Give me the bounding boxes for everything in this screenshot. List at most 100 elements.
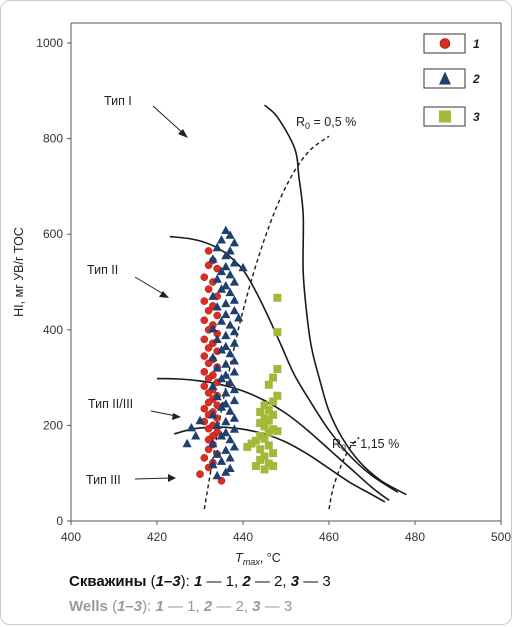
data-point-triangle — [208, 410, 218, 419]
data-point-triangle — [216, 373, 227, 383]
data-point-square — [260, 434, 269, 443]
x-axis-label-symbol: T — [235, 551, 244, 565]
data-point-triangle — [221, 341, 231, 351]
ro-label-05-sub: 0 — [305, 121, 310, 131]
x-ticks: 400 420 440 460 480 500 — [61, 521, 511, 544]
data-point-circle — [200, 368, 209, 376]
data-point-square — [269, 425, 278, 434]
data-point-triangle — [221, 467, 231, 476]
data-point-triangle — [221, 359, 231, 368]
data-point-triangle — [229, 258, 239, 267]
data-point-triangle — [216, 431, 227, 440]
data-point-square — [273, 391, 282, 400]
data-point-triangle — [221, 370, 231, 379]
data-point-triangle — [216, 402, 227, 411]
legend-triangle-marker — [439, 71, 451, 85]
data-point-triangle — [216, 266, 227, 276]
legend-circle-marker — [439, 38, 451, 49]
data-point-triangle — [212, 449, 222, 458]
data-point-triangle — [212, 334, 222, 343]
data-point-triangle — [208, 324, 218, 333]
series-well-2 — [182, 225, 248, 480]
data-point-square — [251, 436, 260, 445]
ro-label-115: R0 = 1,15 % — [332, 437, 399, 453]
data-point-square — [256, 445, 265, 454]
data-point-triangle — [208, 254, 218, 263]
type-label-2-3: Тип II/III — [88, 397, 133, 411]
data-point-circle — [204, 261, 213, 270]
arrow-type-3 — [134, 474, 176, 482]
data-point-square — [273, 364, 282, 373]
data-point-circle — [204, 344, 213, 352]
x-tick-label: 480 — [405, 530, 425, 544]
caption-en-value-3: — 3 — [260, 598, 293, 615]
y-tick-label: 800 — [43, 132, 63, 146]
caption-ru-range: 1–3 — [155, 573, 181, 590]
data-point-square — [269, 397, 278, 406]
data-point-square — [251, 462, 260, 471]
data-point-triangle — [229, 367, 239, 376]
data-point-triangle — [234, 313, 244, 322]
data-point-triangle — [208, 352, 218, 362]
data-point-triangle — [225, 348, 235, 358]
data-point-square — [264, 416, 273, 425]
legend-label-3: 3 — [473, 110, 480, 124]
data-point-triangle — [221, 281, 231, 290]
type-label-1: Тип I — [104, 94, 132, 108]
ro-label-05: R0 = 0,5 % — [296, 115, 356, 131]
x-tick-label: 440 — [233, 530, 253, 544]
data-point-circle — [204, 398, 213, 407]
x-tick-label: 500 — [491, 530, 511, 544]
data-point-triangle — [216, 345, 227, 354]
data-point-triangle — [221, 416, 231, 426]
data-point-circle — [200, 352, 209, 360]
caption-ru-word: Скважины — [69, 573, 147, 590]
arrow-type-2-3 — [150, 410, 181, 420]
data-point-circle — [200, 335, 209, 344]
caption-en-key-2: 2 — [203, 598, 213, 615]
legend-item-3: 3 — [423, 106, 480, 127]
data-point-triangle — [225, 270, 235, 279]
data-point-triangle — [229, 295, 239, 304]
data-point-triangle — [216, 284, 227, 293]
ro-lines — [203, 135, 360, 510]
data-point-circle — [200, 454, 209, 462]
legend: 1 2 3 — [423, 33, 480, 127]
data-point-triangle — [195, 415, 205, 425]
data-point-triangle — [212, 470, 222, 480]
data-point-triangle — [229, 395, 239, 405]
data-point-circle — [196, 470, 204, 478]
ro-line-05 — [203, 135, 330, 510]
caption-ru-value-1: — 1, — [202, 573, 243, 590]
caption-english: Wells (1–3): 1 — 1, 2 — 2, 3 — 3 — [69, 598, 292, 615]
data-point-triangle — [221, 399, 231, 408]
data-point-triangle — [212, 363, 222, 372]
data-point-square — [256, 431, 265, 440]
legend-item-1: 1 — [423, 33, 480, 54]
data-point-triangle — [212, 420, 222, 429]
data-point-triangle — [221, 388, 231, 397]
x-tick-label: 420 — [147, 530, 167, 544]
type-label-3: Тип III — [86, 473, 121, 487]
ro-label-115-text: = 1,15 % — [346, 437, 399, 451]
data-point-square — [273, 293, 282, 302]
data-point-triangle — [186, 423, 196, 432]
type-arrows — [134, 105, 188, 482]
caption-ru-paren-close: ): — [180, 573, 194, 590]
data-point-triangle — [221, 298, 231, 308]
ro-line-115 — [328, 436, 360, 510]
y-tick-label: 0 — [56, 514, 63, 528]
caption-en-word: Wells — [69, 598, 108, 615]
caption-en-value-1: — 1, — [163, 598, 204, 615]
ro-label-05-text: = 0,5 % — [310, 115, 356, 129]
data-point-square — [264, 380, 273, 389]
data-point-triangle — [225, 406, 235, 415]
data-point-square — [260, 401, 269, 410]
caption-en-value-2: — 2, — [212, 598, 253, 615]
data-point-circle — [204, 359, 213, 368]
data-point-square — [269, 410, 278, 419]
data-point-square — [264, 441, 273, 450]
data-point-square — [260, 465, 269, 474]
